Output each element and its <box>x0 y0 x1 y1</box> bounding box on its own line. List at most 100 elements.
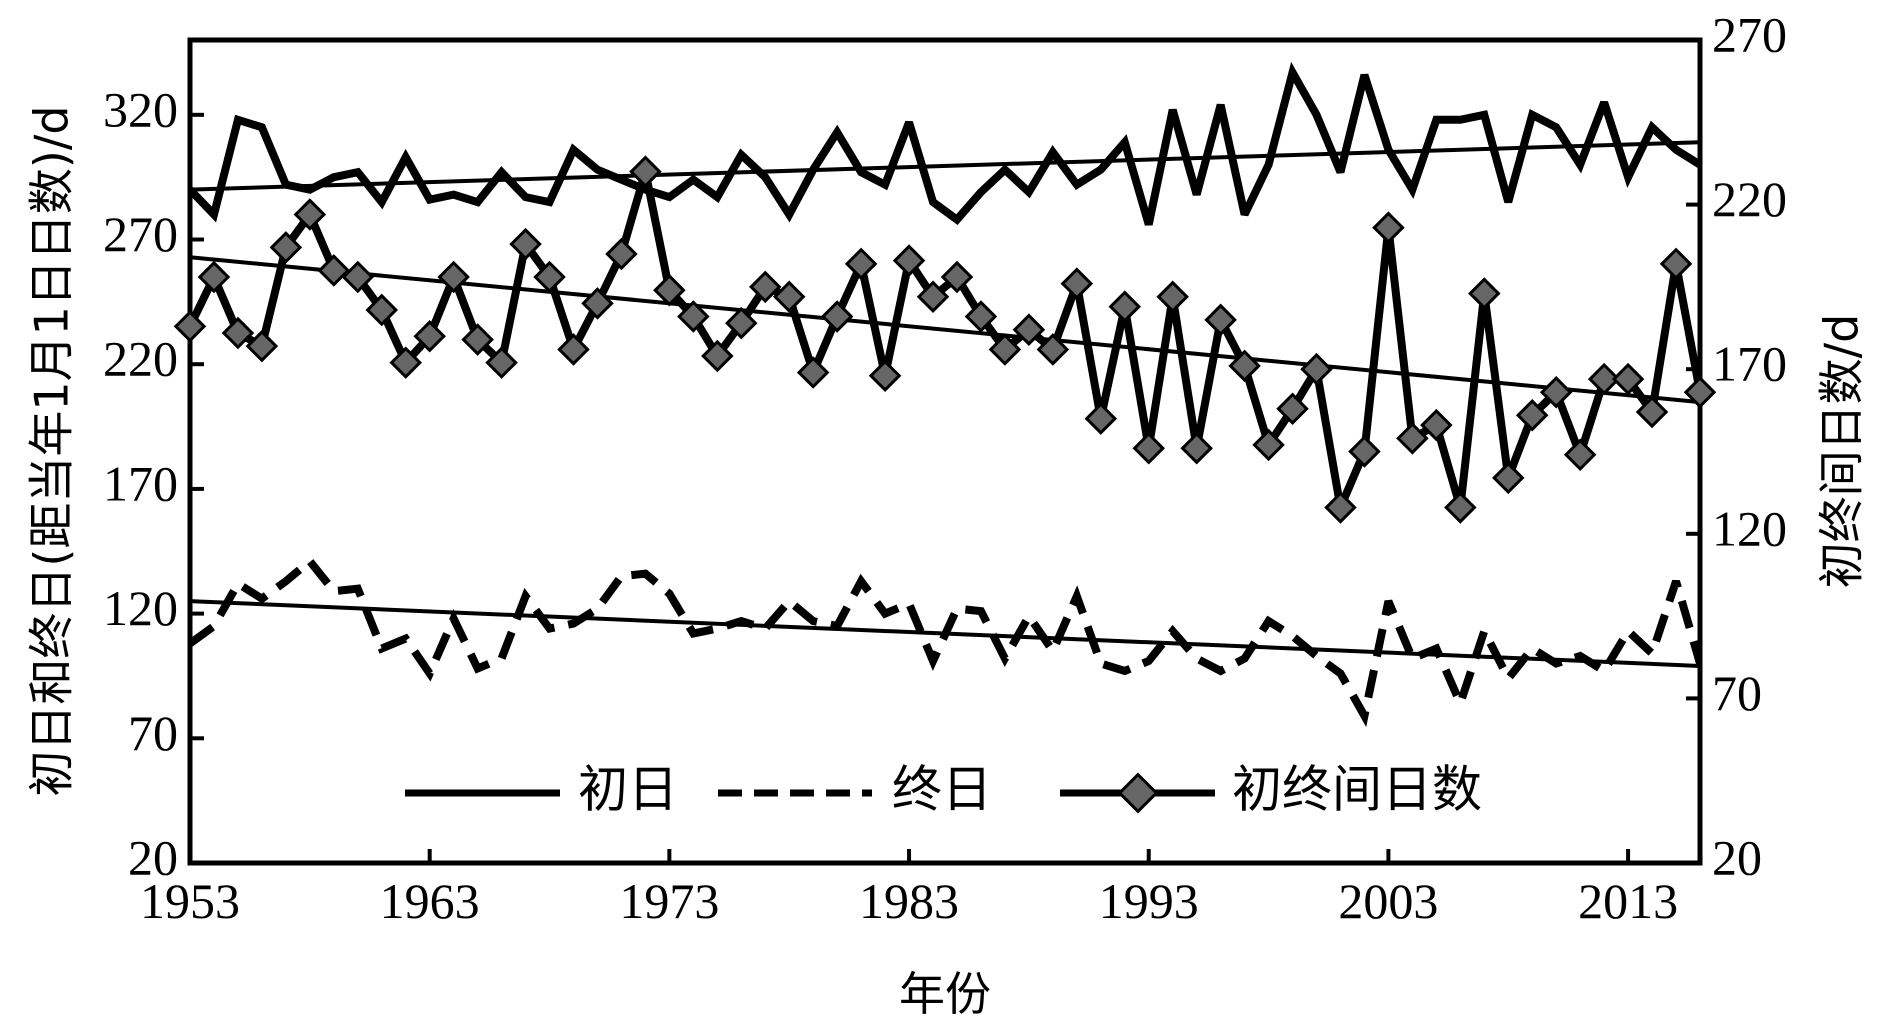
y-tick-label: 170 <box>103 455 178 511</box>
interval-marker <box>1204 303 1237 337</box>
interval-marker <box>1587 362 1621 396</box>
interval-marker <box>653 273 686 307</box>
y-tick-label: 120 <box>103 580 178 636</box>
plot-frame <box>187 37 1703 866</box>
marker-layer <box>173 155 1717 524</box>
x-axis: 1953 1963 1973 1983 1993 2003 2013 <box>140 849 1678 929</box>
y-tick-label: 270 <box>103 206 178 262</box>
series-last-day-line <box>190 555 1700 728</box>
interval-marker <box>365 293 399 327</box>
interval-marker <box>197 260 231 294</box>
interval-marker <box>1683 375 1717 409</box>
interval-marker <box>1156 280 1189 314</box>
y-tick-label: 320 <box>103 81 178 137</box>
x-tick-label: 1983 <box>859 873 959 929</box>
interval-marker <box>533 260 566 294</box>
interval-marker <box>1348 435 1381 468</box>
legend-marker-interval <box>1117 772 1159 814</box>
interval-marker <box>725 306 758 340</box>
interval-marker <box>1060 267 1094 300</box>
interval-marker <box>1108 290 1142 323</box>
y2-tick-label: 20 <box>1712 829 1762 885</box>
interval-marker <box>844 247 878 281</box>
y2-tick-label: 270 <box>1712 6 1787 62</box>
interval-marker <box>293 198 327 231</box>
interval-marker <box>820 300 854 333</box>
interval-marker <box>1491 461 1525 495</box>
interval-marker <box>1324 491 1357 524</box>
interval-marker <box>341 260 375 294</box>
interval-marker <box>1084 402 1118 435</box>
y-tick-label: 70 <box>128 705 178 761</box>
y-axis-right-title: 初终间日数/d <box>1815 314 1869 589</box>
y2-tick-label: 220 <box>1712 171 1787 227</box>
interval-marker <box>389 346 422 379</box>
series-interval-days-line <box>190 170 1700 510</box>
interval-marker <box>677 300 710 333</box>
interval-marker <box>485 346 518 379</box>
interval-marker <box>1132 431 1165 465</box>
series-interval-days-trend <box>190 255 1700 405</box>
interval-marker <box>173 310 207 343</box>
interval-marker <box>221 316 255 350</box>
y-tick-label: 20 <box>128 829 178 885</box>
interval-marker <box>1300 352 1333 386</box>
interval-marker <box>1444 491 1477 524</box>
series-first-day-trend <box>190 140 1700 192</box>
interval-marker <box>796 356 830 389</box>
interval-marker <box>1420 408 1453 442</box>
y-tick-label: 220 <box>103 331 178 387</box>
legend-label-interval: 初终间日数 <box>1232 761 1482 819</box>
interval-marker <box>437 260 470 294</box>
y-axis-right: 20 70 120 170 220 270 <box>1686 6 1787 885</box>
legend: 初日 终日 初终间日数 <box>405 761 1482 819</box>
interval-marker <box>1611 362 1645 396</box>
interval-marker <box>1515 399 1549 432</box>
x-tick-label: 1963 <box>380 873 480 929</box>
interval-marker <box>317 254 351 287</box>
x-tick-label: 2013 <box>1578 873 1678 929</box>
y-axis-left: 20 70 120 170 220 270 320 <box>103 81 204 885</box>
y-axis-left-title: 初日和终日(距当年1月1日日数)/d <box>25 105 79 796</box>
interval-marker <box>1276 392 1309 425</box>
x-tick-label: 1993 <box>1099 873 1199 929</box>
interval-marker <box>1563 438 1597 472</box>
interval-marker <box>892 244 926 277</box>
series-layer <box>190 61 1700 728</box>
series-first-day-line <box>190 61 1700 226</box>
interval-marker <box>1539 375 1573 409</box>
interval-marker <box>940 260 974 294</box>
interval-marker <box>964 300 998 333</box>
interval-marker <box>988 333 1022 366</box>
interval-marker <box>413 320 446 353</box>
legend-label-last-day: 终日 <box>892 761 992 819</box>
y2-tick-label: 70 <box>1712 665 1762 721</box>
interval-marker <box>1468 277 1501 310</box>
interval-marker <box>1396 422 1429 455</box>
interval-marker <box>772 280 806 314</box>
y2-tick-label: 170 <box>1712 336 1787 392</box>
x-tick-label: 2003 <box>1338 873 1438 929</box>
x-tick-label: 1953 <box>140 873 240 929</box>
interval-marker <box>1659 247 1693 281</box>
series-last-day-trend <box>190 599 1700 668</box>
interval-marker <box>629 155 662 188</box>
interval-marker <box>581 287 614 320</box>
interval-marker <box>1635 395 1669 429</box>
interval-marker <box>916 280 950 314</box>
interval-marker <box>748 270 782 304</box>
x-axis-title: 年份 <box>899 967 991 1021</box>
interval-marker <box>701 339 734 373</box>
interval-marker <box>1372 211 1405 244</box>
interval-marker <box>1036 333 1070 366</box>
interval-marker <box>1180 431 1213 465</box>
interval-marker <box>245 329 279 363</box>
interval-marker <box>269 231 303 264</box>
interval-marker <box>1228 349 1261 383</box>
interval-marker <box>461 323 494 356</box>
interval-marker <box>605 237 638 271</box>
interval-marker <box>1012 313 1046 346</box>
interval-marker <box>509 227 542 261</box>
x-tick-label: 1973 <box>619 873 719 929</box>
